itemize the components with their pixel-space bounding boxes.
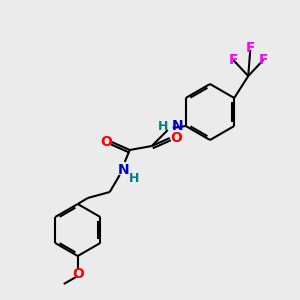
Text: H: H <box>129 172 139 184</box>
Text: O: O <box>72 267 84 281</box>
Text: F: F <box>259 53 268 67</box>
Text: O: O <box>100 135 112 149</box>
Text: N: N <box>172 119 183 133</box>
Text: F: F <box>229 53 238 67</box>
Text: F: F <box>245 41 255 55</box>
Text: H: H <box>158 119 168 133</box>
Text: O: O <box>170 131 182 145</box>
Text: N: N <box>118 163 130 177</box>
